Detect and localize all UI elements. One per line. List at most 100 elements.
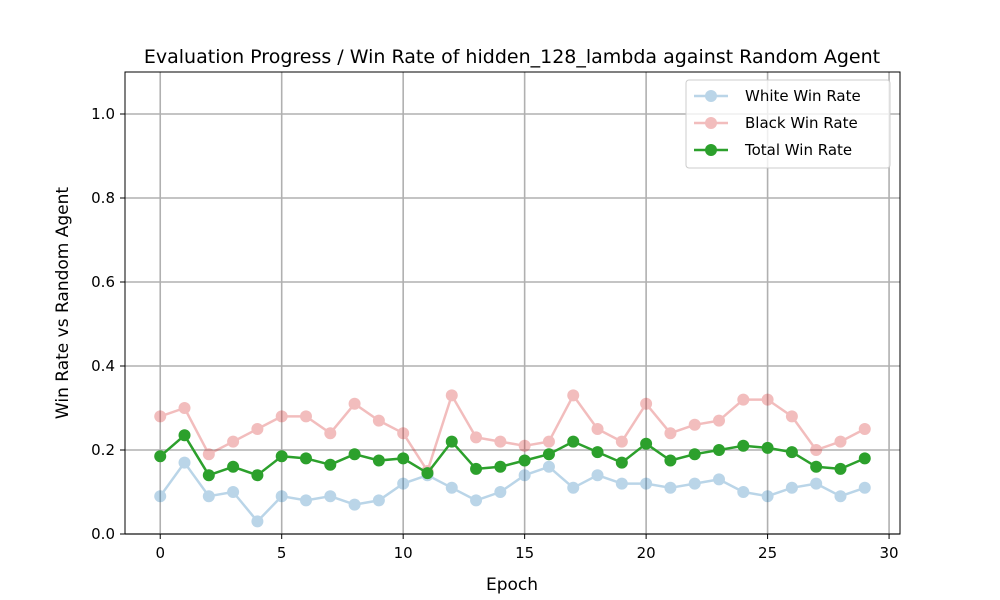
white-win-rate-point (445, 481, 458, 494)
black-win-rate-point (299, 410, 312, 423)
white-win-rate-point (251, 515, 264, 528)
white-win-rate-point (494, 486, 507, 498)
white-win-rate-point (227, 486, 240, 498)
total-win-rate-point (542, 448, 555, 461)
black-win-rate-point (202, 448, 215, 461)
total-win-rate-point (275, 450, 288, 463)
legend: White Win Rate Black Win Rate Total Win Ra… (685, 79, 891, 169)
total-win-rate-point (640, 437, 653, 450)
black-win-rate-point (567, 389, 580, 402)
black-win-rate-point (640, 397, 653, 410)
plot-frame (124, 71, 901, 535)
black-win-rate-point (858, 423, 871, 435)
x-tick-label: 10 (394, 544, 413, 562)
black-win-rate-series (154, 389, 871, 477)
white-win-rate-point (470, 494, 483, 507)
x-tick-label: 15 (515, 544, 534, 562)
black-win-rate-point (397, 427, 410, 440)
white-win-rate-point (834, 490, 847, 503)
total-win-rate-point (785, 446, 798, 459)
y-tick-label: 0.0 (91, 525, 115, 543)
white-win-rate-point (640, 477, 653, 490)
black-win-rate-point (154, 410, 167, 423)
total-win-rate-point (470, 462, 483, 475)
white-win-rate-point (688, 477, 701, 490)
white-win-rate-point (372, 494, 385, 507)
x-tick-label: 0 (155, 544, 165, 562)
y-axis-label: Win Rate vs Random Agent (53, 187, 73, 419)
total-win-rate-point (421, 467, 434, 480)
black-win-rate-point (810, 444, 823, 456)
black-win-rate-point (542, 435, 555, 448)
total-win-rate-line (159, 434, 866, 477)
white-win-rate-point (275, 490, 288, 503)
white-win-rate-point (518, 469, 531, 482)
y-tick-label: 1.0 (91, 105, 115, 123)
total-win-rate-point (615, 456, 628, 469)
total-win-rate-point (591, 446, 604, 459)
total-win-rate-point (324, 458, 337, 471)
y-tick-label: 0.6 (91, 273, 115, 291)
white-win-rate-point (567, 481, 580, 494)
total-win-rate-point (518, 454, 531, 467)
white-win-rate-point (615, 477, 628, 490)
black-win-rate-point (713, 414, 726, 427)
total-win-rate-legend-marker (705, 144, 717, 156)
white-win-rate-legend-swatch (694, 90, 728, 102)
series-layer (154, 389, 871, 528)
white-win-rate-legend-label: White Win Rate (745, 87, 861, 105)
black-win-rate-point (615, 435, 628, 448)
black-win-rate-point (761, 393, 774, 406)
white-win-rate-point (858, 481, 871, 494)
white-win-rate-point (397, 477, 410, 490)
total-win-rate-series (154, 429, 871, 482)
x-tick-label: 5 (277, 544, 287, 562)
total-win-rate-point (737, 439, 750, 452)
white-win-rate-legend-marker (705, 90, 717, 102)
black-win-rate-point (591, 423, 604, 435)
total-win-rate-point (445, 435, 458, 448)
black-win-rate-line (159, 394, 866, 473)
white-win-rate-point (324, 490, 337, 503)
total-win-rate-point (834, 462, 847, 475)
total-win-rate-point (299, 452, 312, 465)
axis-ticks: 0 5 10 15 20 25 30 0.0 0.2 0.4 0.6 0.8 1.0 (91, 105, 898, 562)
y-tick-label: 0.4 (91, 357, 115, 375)
black-win-rate-point (372, 414, 385, 427)
black-win-rate-point (178, 402, 191, 414)
total-win-rate-point (761, 441, 774, 454)
white-win-rate-point (178, 456, 191, 469)
total-win-rate-point (494, 460, 507, 473)
total-win-rate-point (713, 444, 726, 456)
y-tick-label: 0.8 (91, 189, 115, 207)
black-win-rate-legend-swatch (694, 117, 728, 129)
chart-title: Evaluation Progress / Win Rate of hidden… (144, 46, 880, 68)
black-win-rate-legend-marker (705, 117, 717, 129)
black-win-rate-legend-label: Black Win Rate (745, 114, 858, 132)
black-win-rate-point (275, 410, 288, 423)
white-win-rate-series (154, 456, 871, 528)
black-win-rate-point (348, 397, 361, 410)
total-win-rate-point (154, 450, 167, 463)
black-win-rate-point (664, 427, 677, 440)
black-win-rate-point (518, 439, 531, 452)
black-win-rate-point (834, 435, 847, 448)
white-win-rate-point (202, 490, 215, 503)
white-win-rate-point (664, 481, 677, 494)
black-win-rate-point (688, 418, 701, 431)
total-win-rate-point (810, 460, 823, 473)
black-win-rate-point (251, 423, 264, 435)
legend-box (685, 79, 891, 169)
white-win-rate-line (159, 461, 866, 523)
total-win-rate-point (397, 452, 410, 465)
black-win-rate-point (470, 431, 483, 444)
white-win-rate-point (785, 481, 798, 494)
white-win-rate-point (810, 477, 823, 490)
black-win-rate-point (494, 435, 507, 448)
total-win-rate-point (178, 429, 191, 442)
total-win-rate-point (202, 469, 215, 482)
white-win-rate-point (154, 490, 167, 503)
total-win-rate-point (664, 454, 677, 467)
x-tick-label: 20 (637, 544, 656, 562)
